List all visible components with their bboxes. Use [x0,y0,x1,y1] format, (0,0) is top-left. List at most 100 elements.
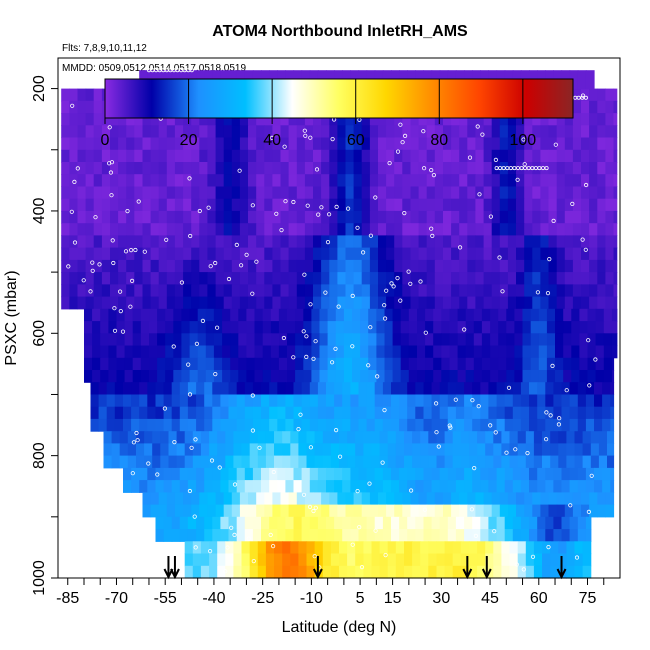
heatmap-cell [298,541,308,555]
heatmap-cell [524,149,533,163]
heatmap-cell [537,394,546,408]
heatmap-cell [418,137,428,151]
heatmap-cell [402,504,411,518]
heatmap-cell [301,382,311,395]
heatmap-cell [140,333,150,347]
sample-point [213,371,218,377]
heatmap-cell [301,467,311,481]
heatmap-cell [285,516,295,530]
heatmap-cell [61,113,70,126]
heatmap-cell [288,174,298,187]
heatmap-cell [223,235,233,249]
heatmap-cell [395,541,405,555]
heatmap-cell [545,382,554,395]
heatmap-cell [371,431,381,444]
heatmap-cell [434,125,444,139]
heatmap-cell [233,565,243,579]
sample-point [90,260,95,265]
heatmap-cell [613,296,618,310]
heatmap-cell [92,357,101,371]
heatmap-cell [140,308,150,322]
heatmap-cell [228,480,238,493]
heatmap-cell [313,235,322,249]
heatmap-cell [238,333,247,347]
heatmap-cell [256,504,265,518]
heatmap-cell [444,455,454,469]
heatmap-cell [475,174,485,187]
heatmap-cell [545,467,554,481]
heatmap-cell [278,321,288,334]
heatmap-cell [179,480,189,493]
heatmap-cell [563,321,572,334]
heatmap-cell [209,443,218,457]
heatmap-cell [499,259,509,273]
x-tick-label: 45 [481,590,499,607]
heatmap-cell [329,137,338,151]
heatmap-cell [189,333,199,347]
heatmap-cell [264,149,273,163]
heatmap-cell [93,235,103,249]
heatmap-cell [179,467,189,481]
heatmap-cell [491,125,501,139]
heatmap-cell [589,296,598,310]
heatmap-cell [459,198,468,212]
heatmap-cell [358,480,368,493]
heatmap-cell [231,162,241,175]
heatmap-cell [378,174,387,187]
heatmap-cell [181,345,191,359]
heatmap-cell [538,308,548,322]
heatmap-cell [439,406,449,420]
heatmap-cell [280,149,290,163]
heatmap-cell [361,162,371,175]
heatmap-cell [192,431,202,444]
heatmap-cell [187,480,197,493]
heatmap-cell [507,210,517,224]
heatmap-cell [330,455,340,469]
heatmap-cell [546,308,556,322]
heatmap-cell [264,198,273,212]
sample-point [556,422,562,427]
sample-point [291,199,296,205]
heatmap-cell [542,541,551,555]
heatmap-cell [480,418,489,432]
heatmap-cell [418,113,428,126]
heatmap-cell [126,186,135,200]
heatmap-cell [134,162,143,175]
heatmap-cell [223,223,233,236]
heatmap-cell [207,259,217,273]
heatmap-cell [252,418,262,432]
heatmap-cell [353,259,363,273]
heatmap-cell [589,272,598,285]
heatmap-cell [522,357,532,371]
heatmap-cell [581,504,590,518]
heatmap-cell [598,443,608,457]
heatmap-cell [256,247,265,261]
sample-point [130,471,135,476]
heatmap-cell [155,480,165,493]
heatmap-cell [335,333,345,347]
heatmap-cell [204,467,213,481]
heatmap-cell [306,565,316,579]
heatmap-cell [337,492,347,506]
sample-point [382,303,387,308]
heatmap-cell [605,492,615,506]
heatmap-cell [472,480,481,493]
heatmap-cell [139,467,148,481]
heatmap-cell [163,406,173,420]
heatmap-cell [158,284,168,298]
heatmap-cell [101,186,111,200]
heatmap-cell [183,149,192,163]
sample-point [391,284,396,289]
heatmap-cell [158,492,168,506]
heatmap-cell [85,186,95,200]
heatmap-cell [123,394,132,408]
heatmap-cell [540,186,550,200]
heatmap-cell [293,516,303,530]
sample-point [146,461,151,466]
heatmap-cell [329,259,338,273]
sample-point [72,179,77,184]
heatmap-cell [321,174,330,187]
heatmap-cell [256,125,265,139]
sample-point [108,170,114,175]
heatmap-cell [386,149,395,163]
